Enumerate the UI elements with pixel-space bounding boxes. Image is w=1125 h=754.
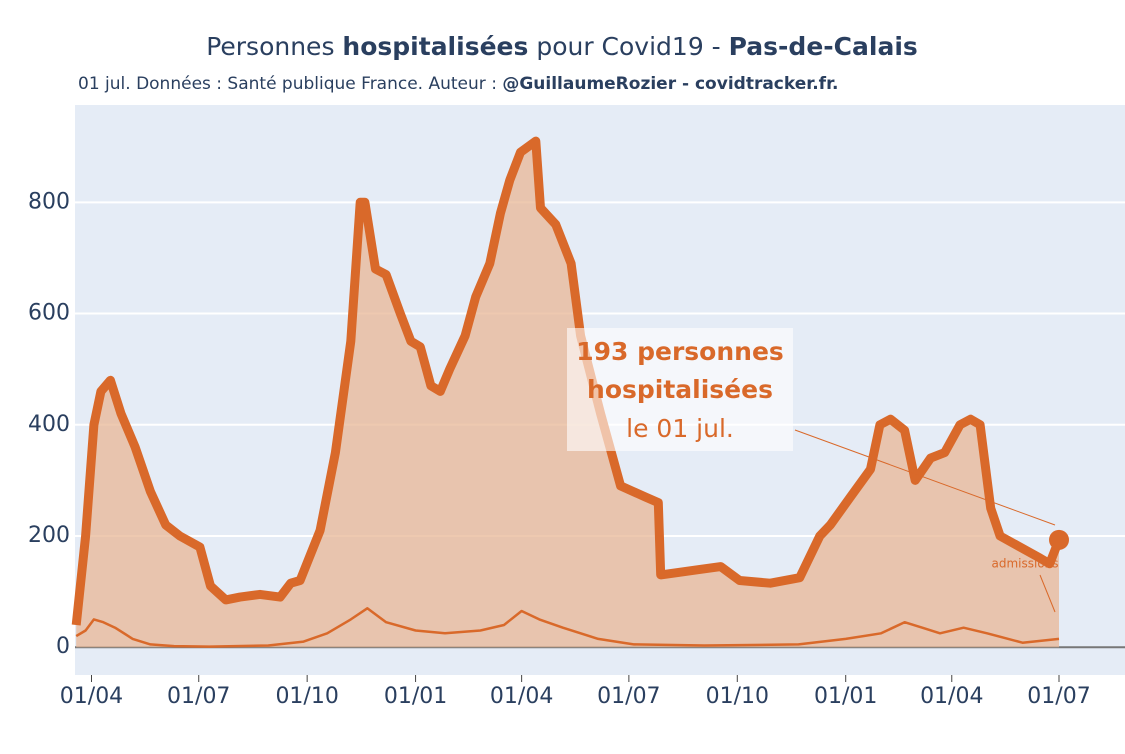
x-tick-label: 01/07 xyxy=(1027,684,1090,709)
x-tick-label: 01/10 xyxy=(706,684,769,709)
annotation-text: 193 personnes xyxy=(576,337,784,366)
y-tick-label: 600 xyxy=(28,301,70,326)
x-tick-label: 01/10 xyxy=(275,684,338,709)
annotation-arrow xyxy=(794,429,1056,526)
line xyxy=(75,607,1060,648)
y-tick-label: 400 xyxy=(28,412,70,437)
chart-title: Personnes hospitalisées pour Covid19 - P… xyxy=(206,32,918,61)
y-tick-label: 800 xyxy=(28,189,70,214)
x-tick-label: 01/04 xyxy=(920,684,983,709)
series-label: admissions xyxy=(991,557,1058,571)
x-tick-label: 01/04 xyxy=(60,684,123,709)
annotation-text: le 01 jul. xyxy=(626,414,734,443)
title-part: Personnes xyxy=(206,32,342,61)
subtitle-part: @GuillaumeRozier - covidtracker.fr. xyxy=(502,74,838,94)
x-tick-label: 01/01 xyxy=(384,684,447,709)
end-marker xyxy=(1049,529,1070,550)
y-tick-label: 0 xyxy=(56,634,70,659)
label-arrow xyxy=(1039,574,1056,613)
annotation-text: hospitalisées xyxy=(587,375,773,404)
x-tick-label: 01/07 xyxy=(597,684,660,709)
title-part: hospitalisées xyxy=(342,32,528,61)
x-tick-label: 01/01 xyxy=(814,684,877,709)
line xyxy=(71,136,1064,626)
y-tick-label: 200 xyxy=(28,523,70,548)
x-tick-label: 01/07 xyxy=(167,684,230,709)
annotation-box xyxy=(567,328,793,451)
chart-subtitle: 01 jul. Données : Santé publique France.… xyxy=(78,74,839,94)
title-part: Pas-de-Calais xyxy=(729,32,918,61)
x-tick-label: 01/04 xyxy=(490,684,553,709)
title-part: pour Covid19 - xyxy=(528,32,728,61)
subtitle-part: 01 jul. Données : Santé publique France.… xyxy=(78,74,502,94)
